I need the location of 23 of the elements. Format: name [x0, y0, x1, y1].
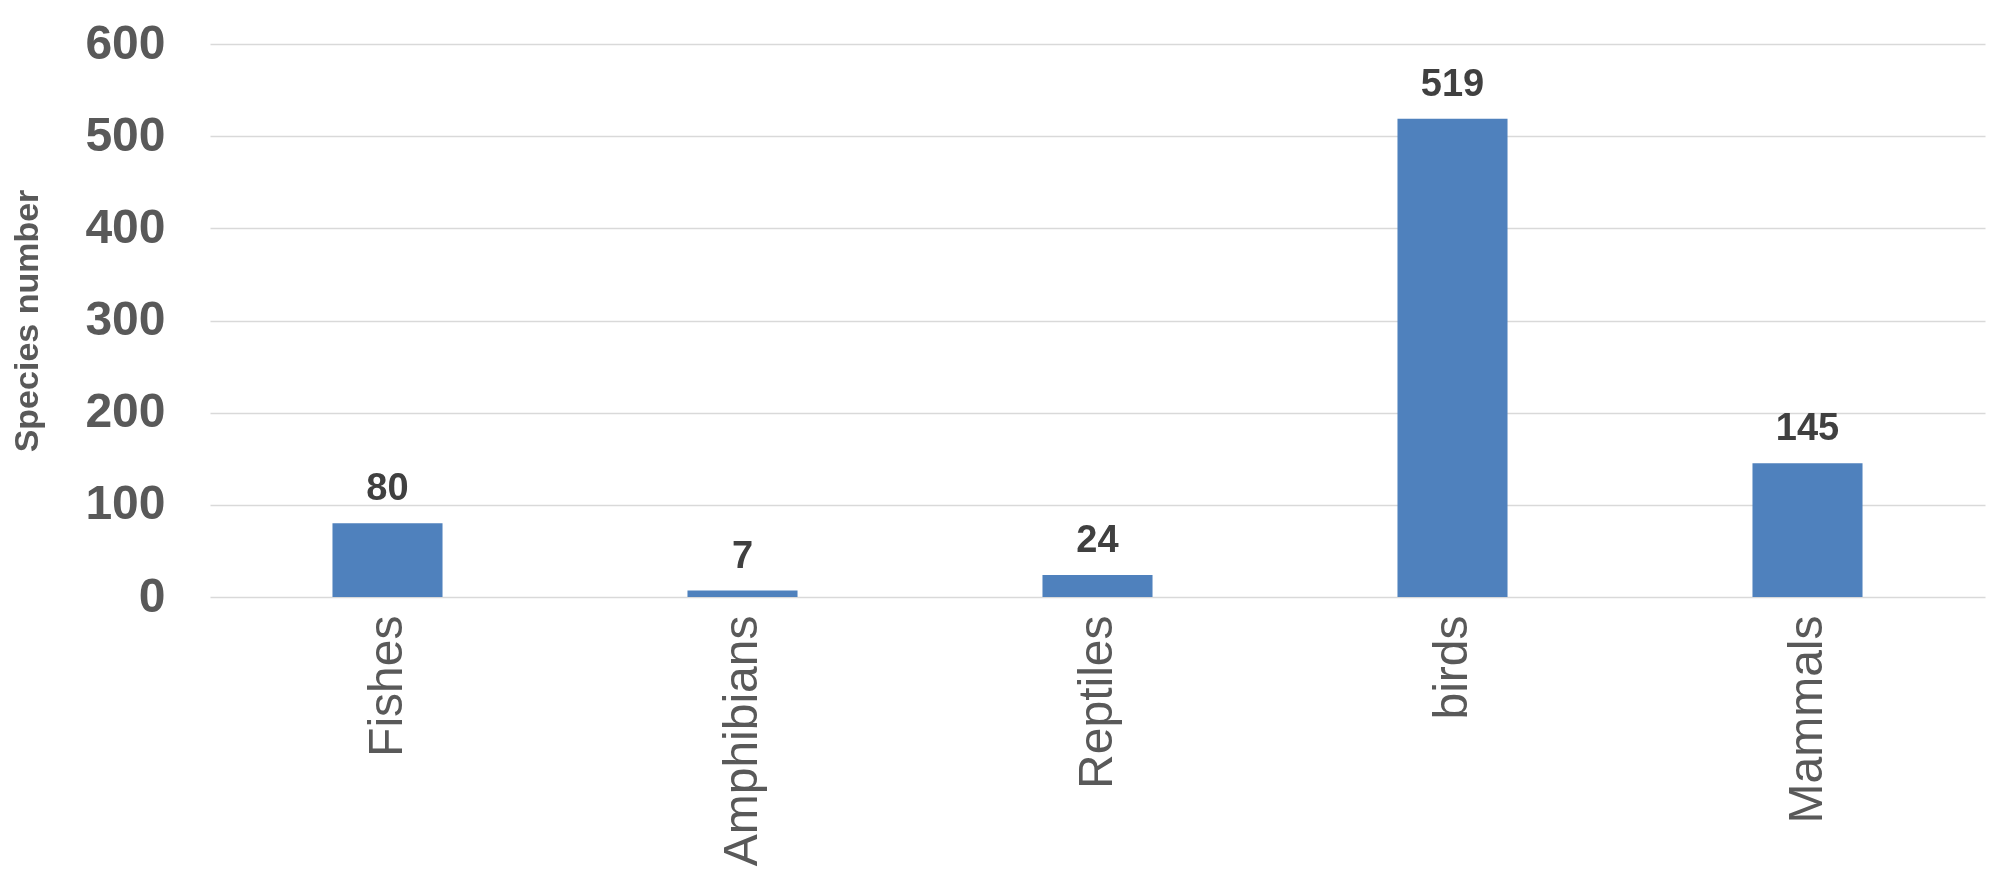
- x-tick-label: Mammals: [1778, 615, 1832, 824]
- data-label: 7: [731, 533, 754, 576]
- y-tick-label: 400: [85, 199, 166, 253]
- data-label: 145: [1775, 406, 1840, 449]
- y-axis-title: Species number: [7, 189, 46, 453]
- bar: [687, 590, 798, 597]
- y-tick-label: 0: [138, 568, 166, 622]
- x-tick-label: Amphibians: [713, 615, 767, 867]
- x-tick-label: Reptiles: [1068, 615, 1122, 789]
- bar: [1752, 463, 1863, 597]
- data-label: 80: [366, 466, 409, 509]
- y-tick-label: 200: [85, 384, 166, 438]
- y-tick-label: 100: [85, 476, 166, 530]
- x-tick-label: birds: [1423, 615, 1477, 720]
- bar: [332, 523, 443, 597]
- x-tick-label: Fishes: [358, 615, 412, 757]
- bar: [1042, 574, 1153, 597]
- data-label: 24: [1076, 517, 1119, 560]
- y-tick-label: 600: [85, 15, 166, 69]
- y-tick-label: 300: [85, 292, 166, 345]
- y-tick-label: 500: [85, 107, 166, 161]
- bar: [1397, 118, 1508, 597]
- data-label: 519: [1420, 61, 1485, 104]
